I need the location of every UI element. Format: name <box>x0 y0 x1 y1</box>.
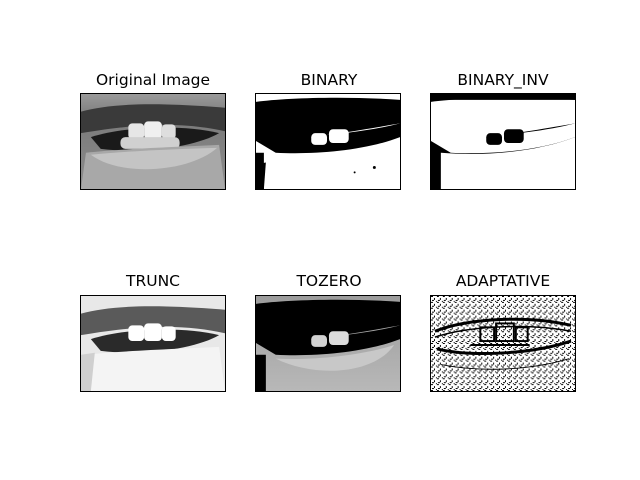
image-frame <box>80 295 226 392</box>
panel-title-original: Original Image <box>95 71 211 89</box>
binary-image <box>256 94 400 189</box>
binary-inv-image <box>431 94 575 189</box>
image-frame <box>430 93 576 190</box>
image-panel-binary <box>255 93 401 190</box>
trunc-image <box>81 296 225 391</box>
panel-title-binary: BINARY <box>300 71 358 89</box>
image-frame <box>80 93 226 190</box>
image-panel-original <box>80 93 226 190</box>
image-panel-tozero <box>255 295 401 392</box>
panel-title-binary-inv: BINARY_INV <box>457 71 549 89</box>
image-panel-trunc <box>80 295 226 392</box>
panel-title-trunc: TRUNC <box>125 272 180 290</box>
image-panel-binary-inv <box>430 93 576 190</box>
image-frame <box>255 93 401 190</box>
adaptive-image <box>431 296 575 391</box>
panel-title-tozero: TOZERO <box>296 272 362 290</box>
image-panel-adaptive <box>430 295 576 392</box>
panel-title-adaptive: ADAPTATIVE <box>455 272 551 290</box>
tozero-image <box>256 296 400 391</box>
original-image <box>81 94 225 189</box>
image-frame <box>255 295 401 392</box>
image-frame <box>430 295 576 392</box>
